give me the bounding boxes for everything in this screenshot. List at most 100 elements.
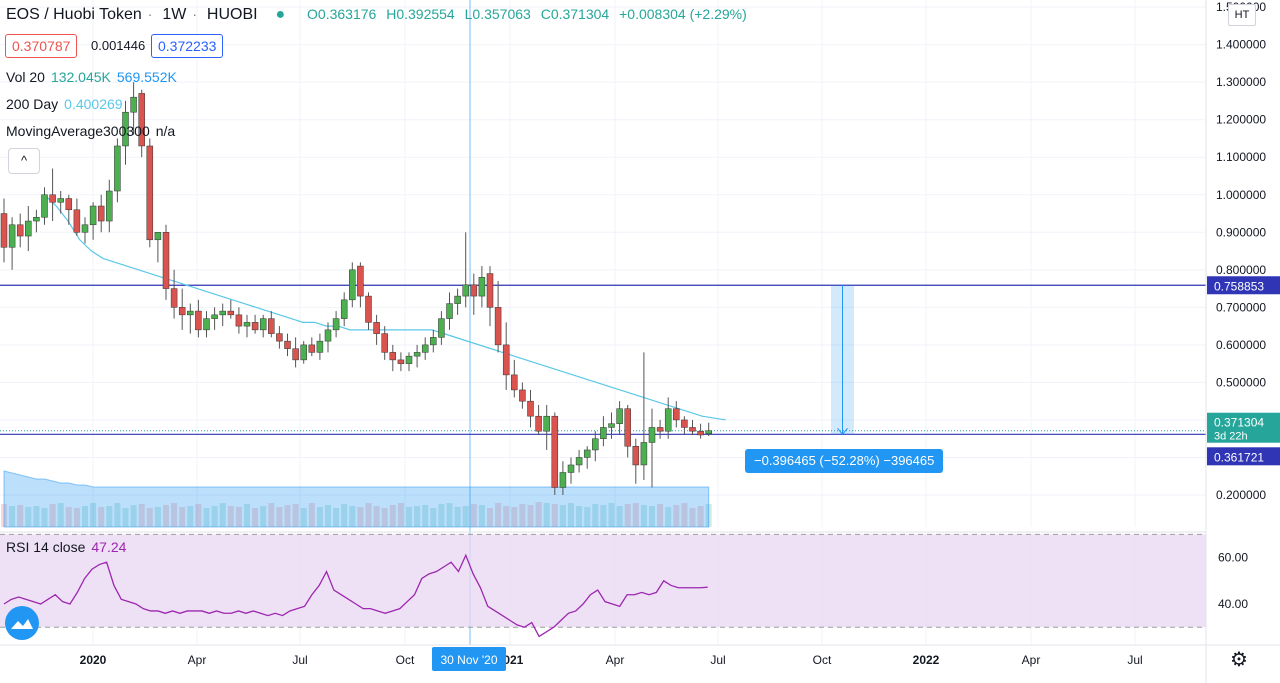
ma200-label: 200 Day: [6, 96, 59, 112]
rsi-tick-label: 40.00: [1218, 597, 1248, 611]
volume-bar: [268, 503, 275, 527]
volume-bar: [316, 507, 323, 527]
volume-bar: [640, 505, 647, 527]
rsi-line: [3, 553, 708, 638]
upper-line-label-box: [1207, 276, 1280, 295]
volume-bar: [414, 506, 421, 527]
volume-bar: [17, 505, 24, 527]
price-tick-label: 1.100000: [1216, 150, 1266, 164]
volume-legend[interactable]: Vol 20 132.045K 569.552K: [6, 69, 183, 85]
candle-body: [8, 224, 16, 248]
candle-body: [73, 209, 81, 233]
volume-bar: [235, 507, 242, 527]
candle-body: [324, 329, 332, 342]
volume-bar: [227, 506, 234, 527]
volume-bar: [462, 506, 469, 527]
time-tick-label: Oct: [813, 653, 832, 667]
settings-gear-icon[interactable]: ⚙: [1230, 649, 1248, 671]
candle-body: [316, 340, 324, 353]
candle-body: [251, 322, 259, 331]
price-tick-label: 1.200000: [1216, 113, 1266, 127]
candle-body: [389, 352, 397, 361]
volume-bar: [349, 506, 356, 527]
volume-bar: [438, 504, 445, 527]
volume-bar: [478, 505, 485, 527]
measure-label: −0.396465 (−52.28%) −396465: [745, 449, 944, 473]
volume-bar: [381, 508, 388, 527]
candle-body: [632, 445, 640, 466]
candle-body: [130, 96, 137, 113]
candle-body: [575, 457, 583, 466]
candle-body: [235, 314, 243, 327]
volume-bar: [73, 508, 80, 527]
collapse-legend-button[interactable]: ^: [8, 148, 40, 174]
volume-bar: [325, 505, 331, 527]
volume-bar: [632, 503, 639, 527]
volume-bar: [406, 507, 412, 527]
candle-body: [138, 93, 145, 147]
tradingview-logo-icon[interactable]: [5, 606, 39, 640]
candle-body: [583, 449, 591, 458]
price-tick-label: 0.700000: [1216, 300, 1266, 314]
candle-body: [357, 265, 364, 297]
candle-body: [211, 314, 218, 319]
volume-bar: [697, 506, 704, 527]
lower-line-label-box: [1207, 447, 1280, 466]
market-dot-icon: ●: [275, 6, 286, 23]
volume-bar: [503, 506, 510, 527]
rsi-pane: [0, 531, 1206, 638]
candle-body: [624, 408, 631, 447]
volume-bar: [203, 508, 210, 527]
time-tick-label: 2020: [80, 653, 107, 667]
volume-bar: [430, 508, 437, 527]
candle-body: [478, 277, 486, 297]
price-tick-label: 1.300000: [1216, 75, 1266, 89]
candle-body: [41, 194, 48, 218]
volume-bar: [195, 504, 202, 527]
time-tick-label: Jul: [292, 653, 307, 667]
candle-body: [454, 295, 461, 304]
symbol-name: EOS / Huobi Token: [6, 6, 142, 23]
volume-bar: [592, 504, 599, 527]
rsi-legend[interactable]: RSI 14 close 47.24: [6, 539, 132, 555]
price-scale-mode-button[interactable]: HT: [1228, 4, 1256, 26]
volume-bar: [568, 503, 574, 527]
candle-body: [195, 310, 202, 331]
volume-bar: [260, 506, 267, 527]
candle-body: [519, 389, 526, 402]
ma300-value: n/a: [155, 123, 176, 139]
volume-bar: [389, 505, 396, 527]
ask-price-button[interactable]: 0.372233: [151, 34, 224, 58]
ma200-legend[interactable]: 200 Day 0.400269: [6, 96, 129, 112]
volume-bar: [551, 504, 558, 527]
rsi-band: [0, 534, 1206, 628]
candle-body: [664, 408, 672, 432]
ma300-legend[interactable]: MovingAverage300300 n/a: [6, 123, 181, 139]
candle-body: [308, 344, 316, 353]
price-tick-label: 0.800000: [1216, 263, 1266, 277]
bid-price-button[interactable]: 0.370787: [5, 34, 78, 58]
candle-body: [340, 299, 348, 319]
volume-bar: [487, 508, 493, 527]
price-tick-label: 1.400000: [1216, 38, 1266, 52]
candle-body: [421, 344, 429, 353]
volume-bar: [308, 503, 315, 527]
open-value: O0.363176: [307, 6, 377, 22]
volume-bar: [608, 503, 615, 527]
volume-bar: [57, 503, 64, 527]
candle-body: [243, 322, 251, 327]
volume-bar: [90, 503, 97, 527]
volume-bar: [624, 504, 631, 527]
candle-body: [494, 307, 502, 346]
candle-body: [640, 442, 648, 466]
candle-body: [25, 220, 32, 237]
volume-bar: [657, 504, 664, 527]
measure-tool[interactable]: [831, 285, 854, 436]
rsi-tick-label: 60.00: [1218, 551, 1248, 565]
price-tick-label: 1.000000: [1216, 188, 1266, 202]
price-tick-label: 0.500000: [1216, 375, 1266, 389]
volume-bar: [495, 503, 502, 527]
candle-body: [373, 322, 380, 334]
candle-body: [227, 310, 235, 316]
